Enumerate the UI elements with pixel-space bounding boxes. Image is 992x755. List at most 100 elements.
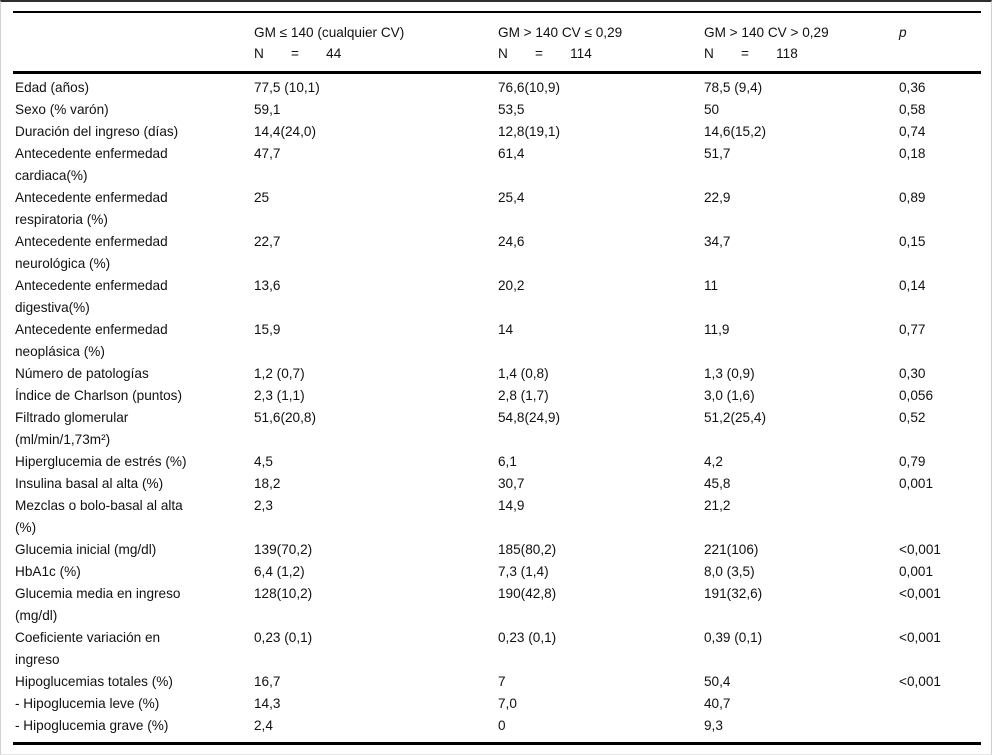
row-label: Antecedente enfermedad neoplásica (%) xyxy=(15,322,168,359)
row-label: Número de patologías xyxy=(15,366,149,381)
row-value-p: 0,056 xyxy=(899,388,934,403)
row-label: Hiperglucemia de estrés (%) xyxy=(15,454,187,469)
row-label: Glucemia inicial (mg/dl) xyxy=(15,542,157,557)
row-value-p: <0,001 xyxy=(899,674,941,689)
table-row: Número de patologías 1,2 (0,7) 1,4 (0,8)… xyxy=(13,363,981,385)
row-value-group-3: 45,8 xyxy=(704,476,731,491)
row-label: - Hipoglucemia leve (%) xyxy=(15,696,160,711)
row-value-p: 0,89 xyxy=(899,190,926,205)
clinical-data-table: GM ≤ 140 (cualquier CV) N = 44 GM > 140 … xyxy=(13,11,981,745)
row-value-p: 0,15 xyxy=(899,234,926,249)
row-value-group-2: 20,2 xyxy=(498,278,525,293)
row-label: Glucemia media en ingreso (mg/dl) xyxy=(15,586,181,623)
row-value-group-2: 14 xyxy=(498,322,514,337)
row-value-group-1: 2,3 (1,1) xyxy=(254,388,305,403)
row-value-group-2: 2,8 (1,7) xyxy=(498,388,549,403)
row-label: Insulina basal al alta (%) xyxy=(15,476,164,491)
row-label: Filtrado glomerular (ml/min/1,73m²) xyxy=(15,410,129,447)
table-row: Índice de Charlson (puntos) 2,3 (1,1) 2,… xyxy=(13,385,981,407)
row-value-group-2: 0 xyxy=(498,718,506,733)
row-label: Edad (años) xyxy=(15,80,90,95)
row-label: Antecedente enfermedad neurológica (%) xyxy=(15,234,168,271)
row-value-group-2: 25,4 xyxy=(498,190,525,205)
row-value-group-1: 14,3 xyxy=(254,696,281,711)
row-value-group-2: 185(80,2) xyxy=(498,542,557,557)
row-value-p: 0,36 xyxy=(899,80,926,95)
row-value-group-3: 50,4 xyxy=(704,674,731,689)
header-row: GM ≤ 140 (cualquier CV) N = 44 GM > 140 … xyxy=(13,12,981,74)
row-value-group-3: 50 xyxy=(704,102,720,117)
p-value-header: p xyxy=(899,25,907,40)
row-value-group-1: 128(10,2) xyxy=(254,586,313,601)
table-row: Insulina basal al alta (%) 18,2 30,7 45,… xyxy=(13,473,981,495)
row-value-group-3: 1,3 (0,9) xyxy=(704,366,755,381)
row-value-group-2: 54,8(24,9) xyxy=(498,410,560,425)
row-value-p: 0,79 xyxy=(899,454,926,469)
table-row: Hipoglucemias totales (%) 16,7 7 50,4 <0… xyxy=(13,671,981,693)
row-value-group-3: 8,0 (3,5) xyxy=(704,564,755,579)
table-row: Mezclas o bolo-basal al alta (%) 2,3 14,… xyxy=(13,495,981,539)
column-header-group-1: GM ≤ 140 (cualquier CV) N = 44 xyxy=(252,12,496,74)
row-value-group-3: 9,3 xyxy=(704,718,723,733)
table-row: Hiperglucemia de estrés (%) 4,5 6,1 4,2 … xyxy=(13,451,981,473)
row-value-group-1: 25 xyxy=(254,190,270,205)
row-value-group-1: 16,7 xyxy=(254,674,281,689)
table-row: - Hipoglucemia grave (%) 2,4 0 9,3 xyxy=(13,715,981,744)
row-value-p: 0,52 xyxy=(899,410,926,425)
row-value-group-1: 18,2 xyxy=(254,476,281,491)
row-value-group-3: 3,0 (1,6) xyxy=(704,388,755,403)
column-header-empty xyxy=(13,12,252,74)
row-value-p xyxy=(897,495,981,539)
row-value-group-3: 51,2(25,4) xyxy=(704,410,766,425)
table-row: Antecedente enfermedad digestiva(%) 13,6… xyxy=(13,275,981,319)
row-value-p: 0,74 xyxy=(899,124,926,139)
row-value-group-3: 0,39 (0,1) xyxy=(704,630,763,645)
row-value-p: 0,14 xyxy=(899,278,926,293)
table-body: Edad (años) 77,5 (10,1) 76,6(10,9) 78,5 … xyxy=(13,73,981,744)
row-value-group-1: 15,9 xyxy=(254,322,281,337)
table-row: Duración del ingreso (días) 14,4(24,0) 1… xyxy=(13,121,981,143)
table-row: Antecedente enfermedad neurológica (%) 2… xyxy=(13,231,981,275)
row-label: - Hipoglucemia grave (%) xyxy=(15,718,169,733)
group-3-title: GM > 140 CV > 0,29 xyxy=(704,25,829,40)
row-value-group-3: 78,5 (9,4) xyxy=(704,80,763,95)
row-label: Antecedente enfermedad digestiva(%) xyxy=(15,278,168,315)
group-2-n: N = 114 xyxy=(498,46,592,61)
row-value-group-2: 53,5 xyxy=(498,102,525,117)
table-row: Edad (años) 77,5 (10,1) 76,6(10,9) 78,5 … xyxy=(13,73,981,100)
row-value-group-2: 7 xyxy=(498,674,506,689)
row-value-p xyxy=(897,715,981,744)
row-value-group-2: 1,4 (0,8) xyxy=(498,366,549,381)
table-row: HbA1c (%) 6,4 (1,2) 7,3 (1,4) 8,0 (3,5) … xyxy=(13,561,981,583)
row-value-group-2: 6,1 xyxy=(498,454,517,469)
row-value-p: 0,18 xyxy=(899,146,926,161)
row-value-group-2: 12,8(19,1) xyxy=(498,124,560,139)
row-value-group-1: 51,6(20,8) xyxy=(254,410,316,425)
group-3-n: N = 118 xyxy=(704,46,798,61)
row-value-group-2: 76,6(10,9) xyxy=(498,80,560,95)
row-value-group-1: 0,23 (0,1) xyxy=(254,630,313,645)
row-label: Mezclas o bolo-basal al alta (%) xyxy=(15,498,183,535)
row-value-group-3: 11,9 xyxy=(704,322,730,337)
row-value-group-1: 2,4 xyxy=(254,718,273,733)
row-value-group-1: 59,1 xyxy=(254,102,281,117)
column-header-group-3: GM > 140 CV > 0,29 N = 118 xyxy=(702,12,897,74)
row-label: Antecedente enfermedad respiratoria (%) xyxy=(15,190,168,227)
group-1-n: N = 44 xyxy=(254,46,342,61)
row-label: Hipoglucemias totales (%) xyxy=(15,674,173,689)
row-value-group-2: 61,4 xyxy=(498,146,525,161)
row-label: HbA1c (%) xyxy=(15,564,81,579)
row-value-p: 0,001 xyxy=(899,476,934,491)
group-2-title: GM > 140 CV ≤ 0,29 xyxy=(498,25,623,40)
row-value-p: 0,77 xyxy=(899,322,926,337)
table-row: Glucemia inicial (mg/dl) 139(70,2) 185(8… xyxy=(13,539,981,561)
row-label: Índice de Charlson (puntos) xyxy=(15,388,182,403)
row-value-group-3: 40,7 xyxy=(704,696,731,711)
row-value-group-1: 13,6 xyxy=(254,278,281,293)
table-row: Antecedente enfermedad cardiaca(%) 47,7 … xyxy=(13,143,981,187)
row-value-group-1: 77,5 (10,1) xyxy=(254,80,320,95)
row-value-p: 0,001 xyxy=(899,564,934,579)
row-value-p: 0,30 xyxy=(899,366,926,381)
row-value-group-1: 6,4 (1,2) xyxy=(254,564,305,579)
row-value-group-1: 47,7 xyxy=(254,146,281,161)
